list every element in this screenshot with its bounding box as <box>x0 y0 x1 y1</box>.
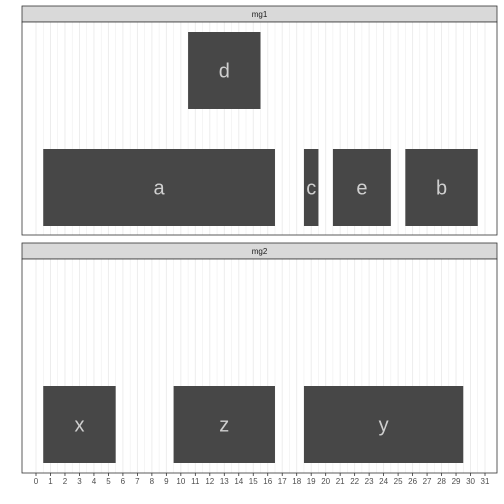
x-tick-label: 17 <box>278 477 287 486</box>
x-tick-label: 24 <box>379 477 388 486</box>
x-tick-label: 23 <box>365 477 374 486</box>
bar-label-a: a <box>154 178 166 200</box>
x-tick-label: 4 <box>92 477 97 486</box>
x-tick-label: 10 <box>176 477 185 486</box>
bar-label-c: c <box>306 178 316 200</box>
x-tick-label: 3 <box>77 477 82 486</box>
x-tick-label: 13 <box>220 477 229 486</box>
bar-c <box>303 149 319 226</box>
bar-y <box>303 386 464 463</box>
bar-label-y: y <box>379 415 389 437</box>
x-tick-label: 6 <box>121 477 126 486</box>
strip-label: mg1 <box>252 10 268 19</box>
bar-b <box>405 149 478 226</box>
bar-d <box>188 32 261 109</box>
x-tick-label: 8 <box>150 477 155 486</box>
x-tick-label: 19 <box>307 477 316 486</box>
bar-z <box>173 386 275 463</box>
x-tick-label: 0 <box>34 477 39 486</box>
panel-mg2: mg2 x z y <box>21 242 498 474</box>
x-tick-label: 15 <box>249 477 258 486</box>
bar-label-e: e <box>356 178 367 200</box>
x-tick-label: 5 <box>106 477 111 486</box>
panel-border <box>21 258 498 474</box>
x-tick-label: 27 <box>423 477 432 486</box>
x-tick-label: 12 <box>205 477 214 486</box>
x-tick-label: 21 <box>336 477 345 486</box>
bar-e <box>332 149 391 226</box>
x-tick-label: 31 <box>481 477 490 486</box>
x-tick-label: 18 <box>292 477 301 486</box>
bar-label-b: b <box>436 178 447 200</box>
x-tick-label: 29 <box>452 477 461 486</box>
x-tick-label: 22 <box>350 477 359 486</box>
x-tick-label: 11 <box>191 477 200 486</box>
x-tick-label: 1 <box>48 477 53 486</box>
x-tick-label: 26 <box>408 477 417 486</box>
bar-a <box>43 149 275 226</box>
x-tick-label: 20 <box>321 477 330 486</box>
x-tick-label: 7 <box>135 477 140 486</box>
x-tick-label: 30 <box>466 477 475 486</box>
x-axis: 0 1 2 3 4 5 6 7 8 9 10 11 12 13 14 15 16 17 18 19 20 21 22 23 24… <box>34 473 490 486</box>
panels: mg1 d a c e b mg2 x z y <box>21 5 498 474</box>
x-tick-label: 2 <box>63 477 68 486</box>
x-tick-label: 9 <box>164 477 169 486</box>
x-tick-label: 16 <box>263 477 272 486</box>
bar-label-d: d <box>219 61 230 83</box>
x-tick-label: 28 <box>437 477 446 486</box>
x-tick-label: 14 <box>234 477 243 486</box>
bar-label-x: x <box>74 415 84 437</box>
panel-border <box>21 21 498 236</box>
panel-mg1: mg1 d a c e b <box>21 5 498 236</box>
x-tick-label: 25 <box>394 477 403 486</box>
bar-label-z: z <box>219 415 229 437</box>
bar-x <box>43 386 116 463</box>
strip-label: mg2 <box>252 247 268 256</box>
